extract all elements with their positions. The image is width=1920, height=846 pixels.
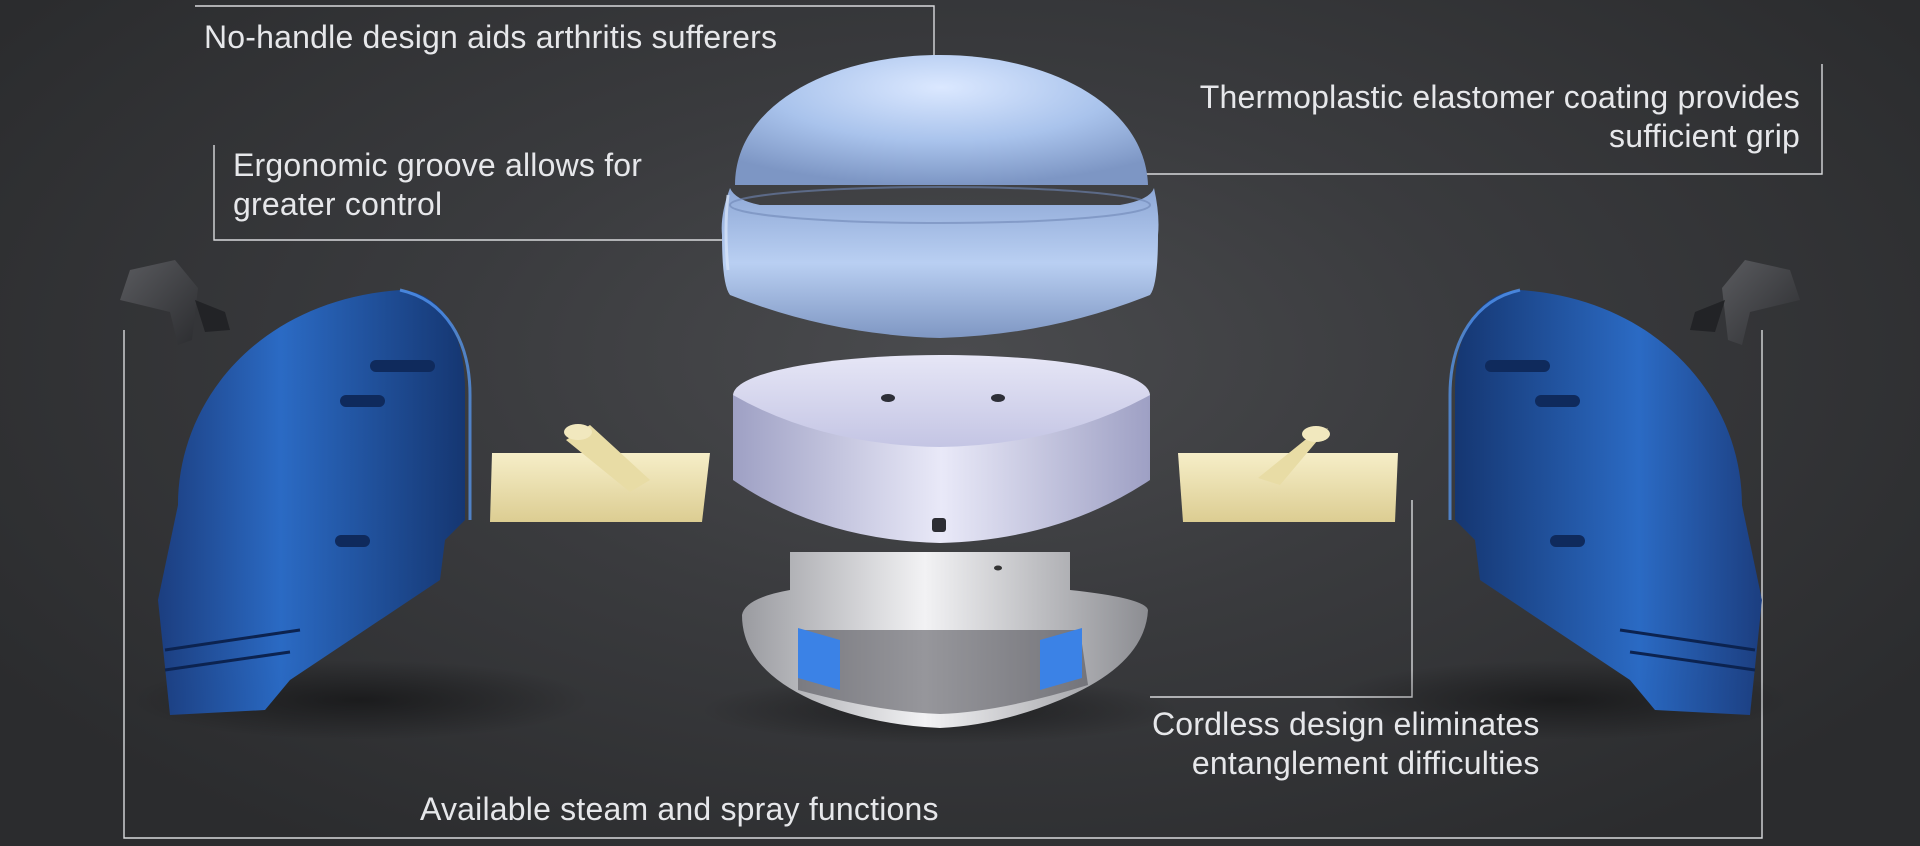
left-cream-plate — [490, 424, 710, 522]
dome-top-part — [721, 55, 1159, 338]
callout-groove: Ergonomic groove allows for greater cont… — [233, 146, 642, 224]
leader-coating — [1145, 64, 1823, 175]
right-cap-piece — [1690, 260, 1800, 345]
soleplate-part — [742, 552, 1148, 728]
leader-groove — [213, 145, 730, 241]
callout-cordless-line2: entanglement difficulties — [1191, 745, 1540, 781]
left-blue-shell — [158, 288, 472, 715]
callout-steam: Available steam and spray functions — [420, 791, 939, 827]
callout-cordless-line1: Cordless design eliminates — [1152, 706, 1540, 742]
callout-cordless: Cordless design eliminates entanglement … — [1152, 705, 1540, 783]
leader-cordless — [1150, 500, 1413, 698]
callout-coating: Thermoplastic elastomer coating provides… — [1200, 78, 1800, 156]
callout-groove-line2: greater control — [233, 186, 443, 222]
leader-no-handle — [195, 5, 935, 57]
right-cream-plate — [1178, 426, 1398, 522]
callout-no-handle: No-handle design aids arthritis sufferer… — [204, 19, 778, 55]
callout-coating-line2: sufficient grip — [1609, 118, 1800, 154]
leader-steam — [123, 330, 1763, 839]
callout-groove-line1: Ergonomic groove allows for — [233, 147, 643, 183]
right-blue-shell — [1448, 288, 1762, 715]
water-tank-disc — [733, 355, 1150, 543]
left-cap-piece — [120, 260, 230, 345]
callout-coating-line1: Thermoplastic elastomer coating provides — [1199, 79, 1800, 115]
